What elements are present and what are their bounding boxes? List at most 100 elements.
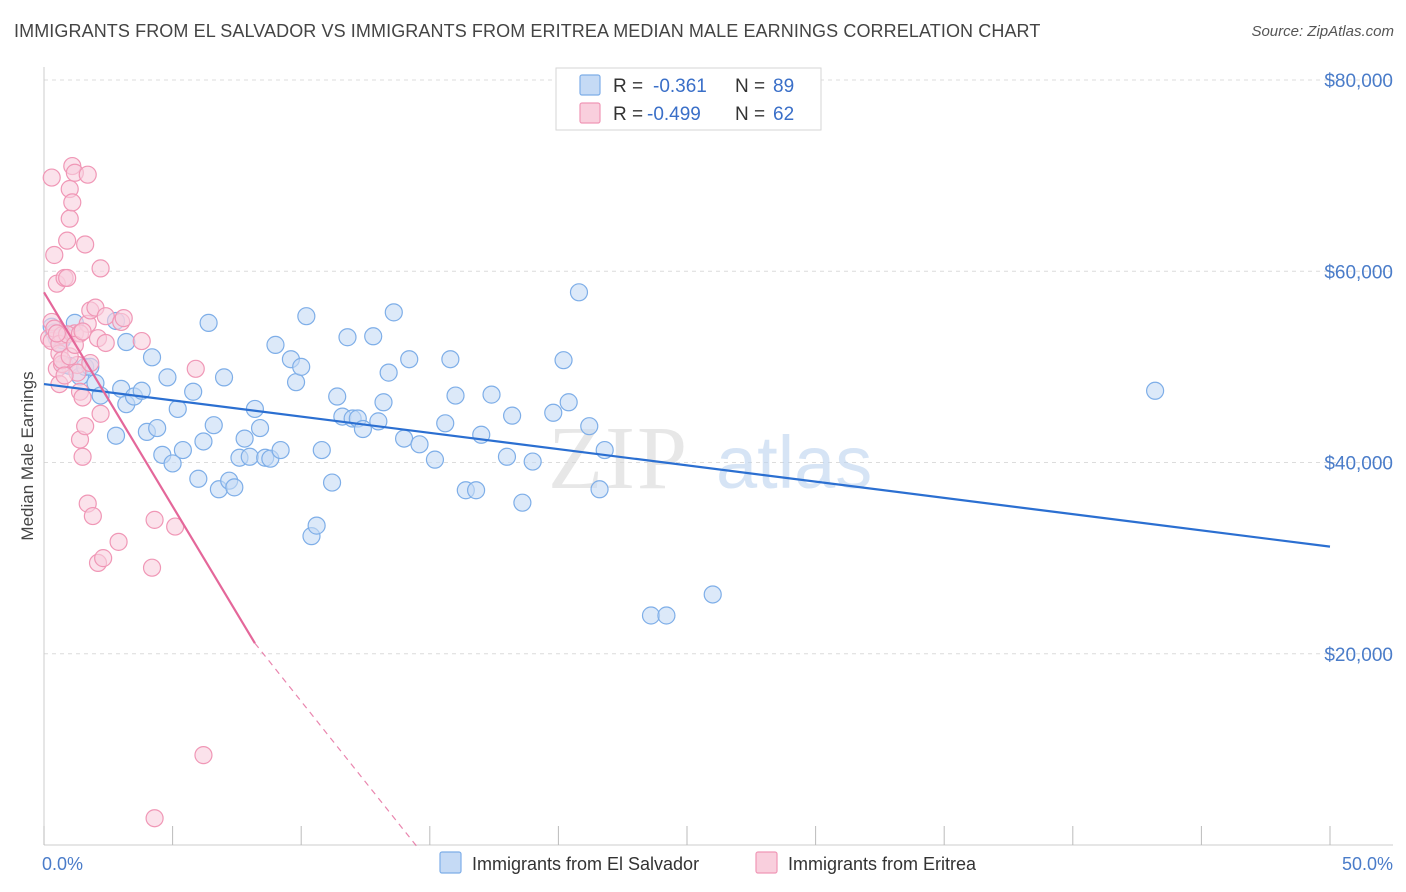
y-tick-labels: $20,000 $40,000 $60,000 $80,000 [1324,71,1393,666]
point-series-0-79 [523,452,542,471]
point-series-0-39 [240,447,259,466]
point-series-0-68 [425,450,445,469]
point-series-0-78 [513,493,532,512]
series-legend-label-eritrea: Immigrants from Eritrea [788,854,977,874]
point-series-1-50 [186,359,205,378]
point-series-1-46 [132,331,151,351]
point-series-0-64 [384,303,403,322]
point-series-0-34 [214,368,234,387]
axes [43,67,1393,846]
point-series-0-76 [497,447,517,466]
point-series-0-56 [338,328,357,347]
trend-line-series-0 [43,382,1331,548]
point-series-0-32 [204,416,223,435]
x-tick-max: 50.0% [1342,854,1393,874]
point-series-0-28 [184,382,203,401]
stats-legend: R = -0.361 N = 89 R = -0.499 N = 62 [555,67,822,131]
watermark-atlas: atlas [716,421,872,504]
trend-line-series-1 [43,291,256,644]
trend-line-dashed-series-1 [254,642,420,851]
point-series-1-48 [145,510,164,529]
series-legend-swatch-el-salvador [439,851,462,874]
point-series-0-30 [194,432,213,451]
point-series-0-47 [286,373,306,392]
point-series-1-41 [96,307,115,326]
series-legend-swatch-eritrea [755,851,778,874]
legend-n-label-2: N = [735,104,765,125]
point-series-0-54 [328,387,347,406]
point-series-1-51 [194,746,213,765]
point-series-0-80 [544,403,563,422]
point-series-1-40 [94,549,113,568]
trend-lines [43,291,1331,851]
legend-r-value-2: -0.499 [647,104,701,125]
point-series-1-13 [58,231,77,250]
point-series-1-60 [55,366,74,385]
chart-title: IMMIGRANTS FROM EL SALVADOR VS IMMIGRANT… [14,21,1041,41]
point-series-0-18 [117,332,136,352]
point-series-0-51 [307,516,326,535]
point-series-1-61 [73,322,92,341]
point-series-0-22 [148,418,167,438]
point-series-0-52 [312,440,331,460]
point-series-1-39 [91,404,110,423]
point-series-1-25 [73,447,92,466]
point-series-1-14 [58,268,77,288]
point-series-0-21 [142,348,162,367]
point-series-0-90 [1146,381,1165,400]
legend-r-label-1: R = [613,76,643,97]
y-tick-label-1: $40,000 [1324,454,1393,475]
point-series-1-26 [73,388,92,407]
point-series-0-26 [168,399,187,419]
point-series-0-60 [364,327,383,346]
legend-n-label-1: N = [735,76,765,97]
point-series-0-83 [569,283,589,302]
watermark-zip: ZIP [548,409,689,508]
point-series-0-38 [235,429,254,448]
point-series-0-69 [436,414,455,433]
point-series-0-89 [703,585,722,604]
grid-lines [44,79,1393,655]
point-series-0-24 [158,368,177,387]
legend-n-value-1: 89 [773,76,794,97]
point-series-1-33 [81,353,100,373]
point-series-1-4 [45,245,64,265]
point-series-0-84 [580,417,599,436]
y-tick-label-2: $60,000 [1324,262,1393,283]
point-series-1-15 [60,209,79,228]
point-series-1-52 [145,809,164,828]
point-series-0-75 [482,385,501,404]
point-series-1-27 [76,235,95,254]
point-series-0-53 [322,473,342,492]
point-series-0-85 [590,480,609,499]
legend-swatch-el-salvador [579,74,601,96]
legend-r-label-2: R = [613,104,643,125]
point-series-1-47 [142,558,162,577]
legend-r-value-1: -0.361 [653,76,707,97]
point-series-1-43 [109,532,128,551]
point-series-0-65 [394,429,414,448]
point-series-0-62 [374,393,393,412]
data-points [40,156,1165,828]
legend-swatch-eritrea [579,102,601,124]
point-series-0-88 [657,606,676,625]
point-series-1-58 [47,324,66,343]
point-series-0-70 [441,350,460,369]
point-series-0-66 [400,350,419,369]
point-series-0-31 [199,313,218,332]
point-series-1-31 [78,165,97,184]
point-series-1-17 [63,193,82,212]
point-series-0-48 [292,357,311,376]
legend-n-value-2: 62 [773,104,794,125]
point-series-0-67 [410,435,429,454]
point-series-0-63 [379,363,398,382]
point-series-0-41 [250,418,270,438]
point-series-1-45 [114,309,133,328]
x-tick-min: 0.0% [42,854,83,874]
series-legend-label-el-salvador: Immigrants from El Salvador [472,854,699,874]
y-tick-label-0: $20,000 [1324,645,1393,666]
point-series-0-13 [106,426,126,445]
point-series-0-82 [559,393,578,412]
point-series-0-44 [266,335,285,354]
